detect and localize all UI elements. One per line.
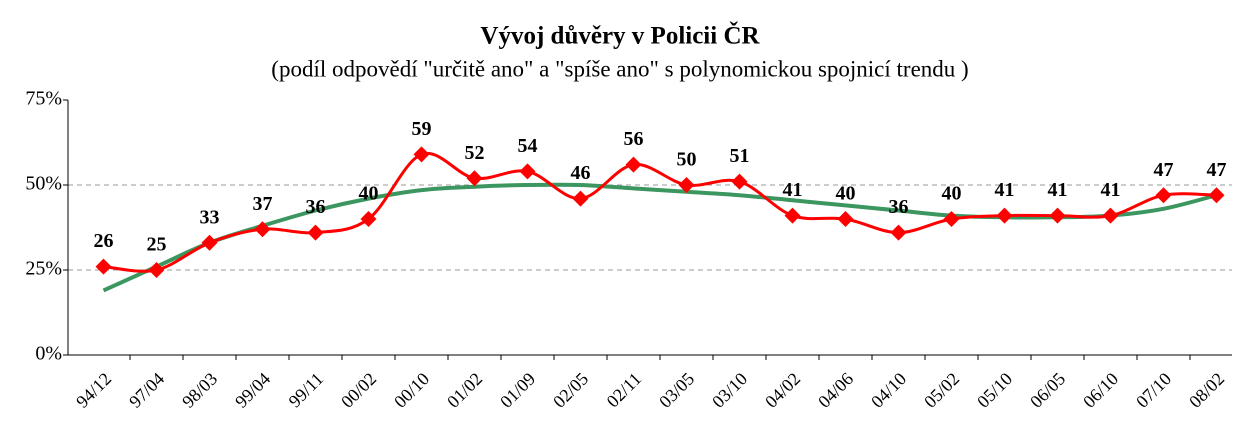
data-label: 47 [1154, 159, 1174, 181]
data-label: 33 [200, 206, 220, 228]
data-label: 54 [518, 135, 538, 157]
data-label: 56 [624, 128, 644, 150]
marker [413, 146, 430, 163]
data-label: 52 [465, 142, 485, 164]
data-label: 46 [571, 162, 591, 184]
x-tick-label: 01/09 [496, 369, 539, 412]
y-tick-label: 50% [25, 173, 62, 195]
chart-subtitle: (podíl odpovědí "určitě ano" a "spíše an… [271, 56, 968, 81]
data-label: 41 [783, 179, 803, 201]
series-line [103, 151, 1217, 273]
y-tick-label: 75% [25, 88, 62, 110]
x-tick-label: 97/04 [125, 369, 168, 412]
series-line [102, 182, 1217, 293]
marker [890, 224, 907, 241]
marker [784, 207, 801, 224]
data-label: 37 [253, 193, 273, 215]
data-label: 59 [412, 118, 432, 140]
y-tick-label: 0% [35, 343, 62, 365]
data-label: 51 [730, 145, 750, 167]
x-tick-label: 01/02 [443, 369, 486, 412]
marker [307, 224, 324, 241]
y-tick-label: 25% [25, 258, 62, 280]
data-label: 40 [836, 183, 856, 205]
x-tick-label: 99/04 [231, 369, 274, 412]
data-label: 47 [1207, 159, 1227, 181]
marker [996, 207, 1013, 224]
x-tick-label: 05/10 [973, 369, 1016, 412]
data-label: 41 [995, 179, 1015, 201]
marker [148, 262, 165, 278]
marker [95, 258, 112, 275]
x-tick-label: 08/02 [1185, 369, 1228, 412]
data-label: 41 [1101, 179, 1121, 201]
x-tick-label: 99/11 [285, 369, 328, 412]
x-tick-label: 04/02 [761, 369, 804, 412]
data-label: 41 [1048, 179, 1068, 201]
marker [731, 173, 748, 190]
chart-title: Vývoj důvěry v Policii ČR [480, 21, 760, 50]
marker [360, 211, 377, 227]
marker [201, 234, 218, 251]
marker [519, 163, 536, 180]
marker [1155, 187, 1172, 204]
x-tick-label: 02/05 [549, 369, 592, 412]
data-label: 50 [677, 149, 697, 171]
x-tick-label: 04/10 [867, 369, 910, 412]
x-tick-label: 03/05 [655, 369, 698, 412]
marker [1208, 187, 1225, 204]
x-tick-label: 06/10 [1079, 369, 1122, 412]
marker [254, 221, 271, 238]
data-label: 26 [94, 230, 114, 252]
data-label: 36 [306, 196, 326, 218]
x-tick-label: 06/05 [1026, 369, 1069, 412]
x-tick-label: 04/06 [814, 369, 857, 412]
marker [1049, 207, 1066, 224]
marker [678, 177, 695, 193]
x-tick-label: 05/02 [920, 369, 963, 412]
data-label: 36 [889, 196, 909, 218]
marker [943, 211, 960, 227]
marker [837, 211, 854, 227]
x-tick-label: 03/10 [708, 369, 751, 412]
x-tick-label: 02/11 [603, 369, 646, 412]
marker [572, 190, 589, 207]
marker [625, 156, 642, 173]
data-label: 40 [359, 183, 379, 205]
x-tick-label: 00/02 [337, 369, 380, 412]
x-tick-label: 00/10 [390, 369, 433, 412]
data-label: 40 [942, 183, 962, 205]
marker [1102, 207, 1119, 224]
x-tick-label: 98/03 [178, 369, 221, 412]
x-tick-label: 07/10 [1132, 369, 1175, 412]
data-label: 25 [147, 234, 167, 256]
marker [466, 170, 483, 187]
x-tick-label: 94/12 [72, 369, 115, 412]
